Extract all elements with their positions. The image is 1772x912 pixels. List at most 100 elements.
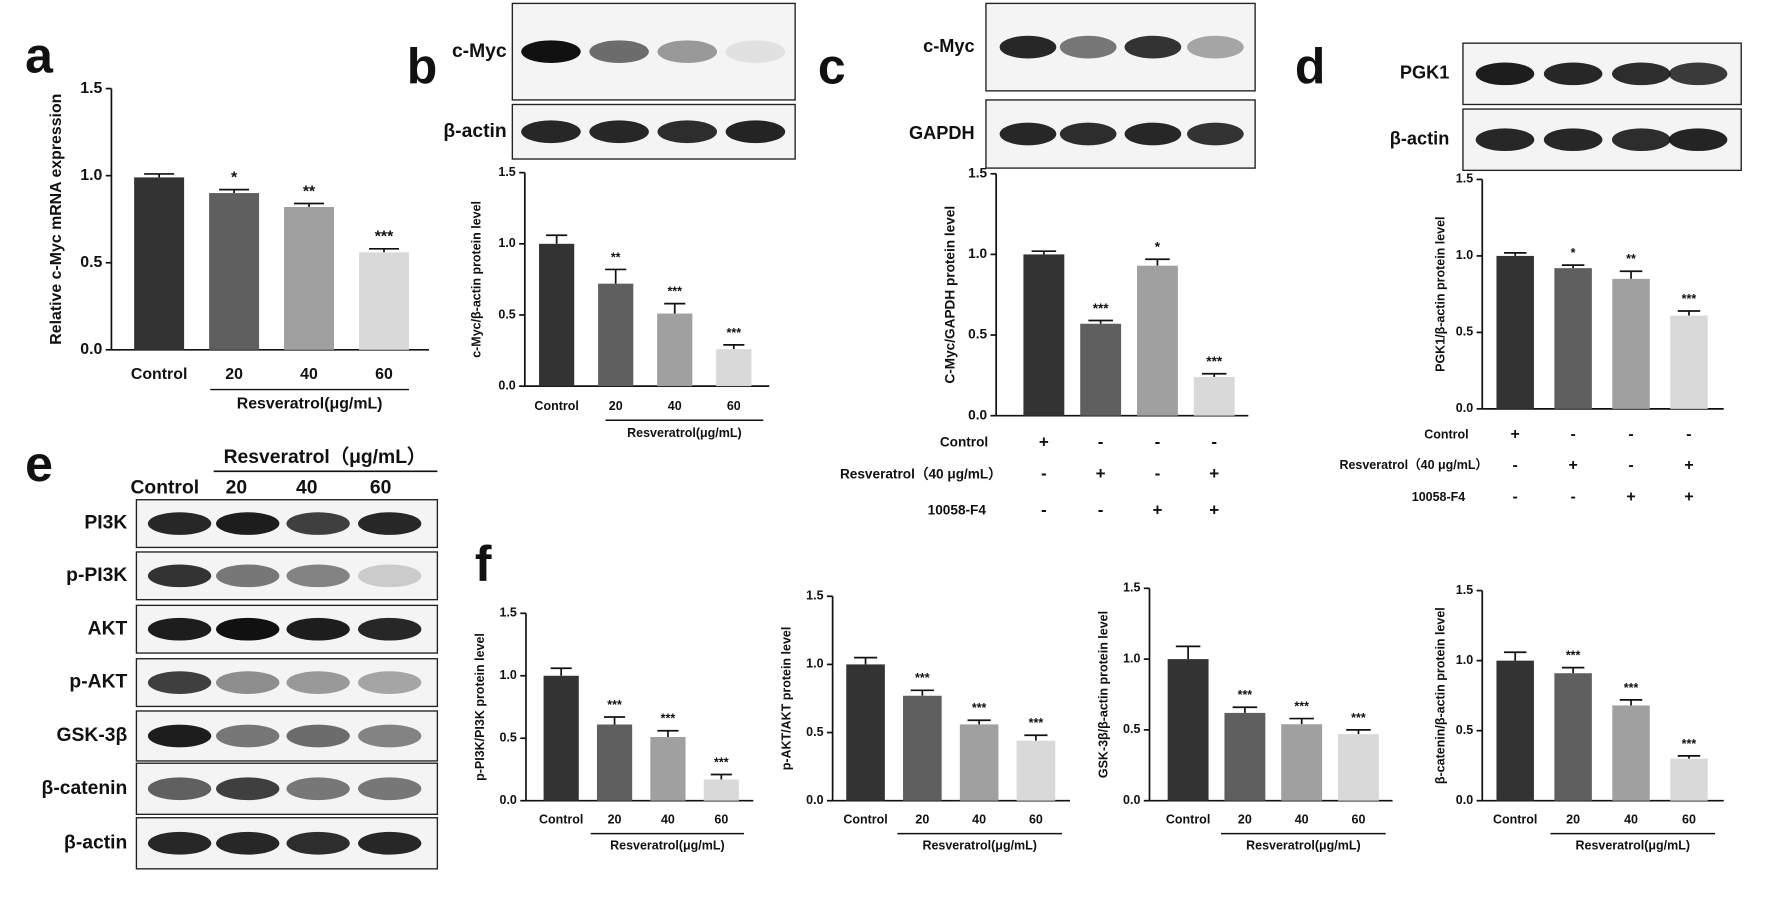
blot-row-label: c-Myc: [923, 36, 974, 56]
blot-band: [657, 120, 718, 144]
x-tick-label: Control: [534, 399, 578, 413]
bar: [1612, 278, 1650, 409]
y-axis-label: c-Myc/β-actin protein level: [469, 201, 483, 358]
y-tick-label: 0.5: [806, 725, 823, 739]
y-tick-label: 0.0: [968, 407, 987, 422]
blot-band: [216, 512, 280, 535]
blot-row-label: p-PI3K: [66, 565, 127, 586]
y-tick-label: 1.0: [968, 246, 987, 261]
y-tick-label: 1.5: [968, 165, 987, 180]
significance: ***: [1624, 681, 1639, 695]
significance: ***: [1351, 711, 1366, 725]
y-axis-label: p-AKT/AKT protein level: [779, 627, 793, 771]
bar: [209, 193, 260, 350]
y-tick-label: 0.5: [1456, 723, 1473, 737]
y-tick-label: 1.0: [806, 657, 823, 671]
bar: [1281, 724, 1323, 801]
blot-band: [216, 564, 280, 588]
bar: [1167, 659, 1209, 801]
significance: ***: [1682, 737, 1697, 751]
blot-row-label: GSK-3β: [57, 725, 128, 746]
blot-band: [1668, 128, 1728, 152]
y-tick-label: 1.5: [1456, 172, 1473, 186]
bar: [1554, 268, 1592, 409]
condition-mark: -: [1570, 489, 1575, 506]
bar: [650, 736, 686, 801]
lane-label: 20: [226, 477, 247, 498]
blot-row-label: GAPDH: [909, 123, 975, 143]
blot-band: [147, 671, 212, 694]
x-tick-label: 40: [661, 812, 675, 826]
significance: ***: [727, 326, 742, 340]
y-tick-label: 0.5: [1123, 722, 1140, 736]
condition-mark: -: [1211, 432, 1217, 451]
bar: [1193, 376, 1235, 416]
blot-row-label: β-actin: [1390, 128, 1450, 148]
x-axis-label: Resveratrol(μg/mL): [922, 838, 1036, 852]
x-tick-label: 40: [972, 812, 986, 826]
x-tick-label: Control: [1493, 812, 1537, 826]
panel-letter: d: [1295, 39, 1326, 95]
blot-band: [286, 724, 350, 748]
significance: **: [1626, 252, 1636, 266]
x-tick-label: 20: [225, 366, 243, 383]
blot-band: [216, 777, 280, 801]
blot-band: [1611, 128, 1671, 152]
significance: ***: [1294, 700, 1309, 714]
y-tick-label: 1.0: [80, 167, 102, 184]
blot-band: [1475, 62, 1535, 86]
condition-mark: +: [1626, 489, 1635, 506]
blot-row-label: PI3K: [84, 513, 127, 534]
y-tick-label: 1.5: [80, 80, 102, 97]
x-tick-label: 40: [668, 399, 682, 413]
blot-band: [1124, 122, 1182, 146]
y-tick-label: 0.5: [498, 307, 515, 321]
x-tick-label: 60: [1682, 812, 1696, 826]
bar: [1496, 660, 1534, 801]
blot-band: [999, 35, 1057, 59]
x-tick-label: 40: [1295, 812, 1309, 826]
bar: [284, 207, 335, 350]
x-axis-label: Resveratrol(μg/mL): [237, 396, 383, 413]
condition-label: Control: [940, 435, 988, 450]
blot-band: [216, 671, 280, 694]
y-tick-label: 0.0: [1456, 401, 1473, 415]
y-tick-label: 0.5: [500, 731, 517, 745]
blot-band: [358, 831, 422, 855]
y-tick-label: 0.0: [498, 378, 515, 392]
condition-mark: +: [1684, 457, 1693, 474]
blot-band: [358, 724, 422, 748]
blot-band: [286, 617, 350, 641]
condition-label: Resveratrol（40 μg/mL）: [1339, 457, 1487, 472]
condition-mark: +: [1511, 426, 1520, 443]
bar: [134, 177, 185, 350]
y-tick-label: 1.0: [500, 668, 517, 682]
blot-band: [286, 564, 350, 588]
panel-letter: e: [25, 436, 53, 492]
y-tick-label: 1.5: [806, 589, 823, 603]
x-tick-label: 60: [1029, 812, 1043, 826]
bar: [543, 675, 579, 801]
y-tick-label: 0.0: [806, 793, 823, 807]
panel-letter: b: [407, 39, 438, 95]
blot-band: [147, 617, 212, 641]
bar: [1670, 758, 1708, 801]
significance: ***: [972, 701, 987, 715]
lane-label: 40: [296, 477, 317, 498]
significance: ***: [1238, 688, 1253, 702]
blot-band: [1668, 62, 1728, 86]
bar: [1080, 323, 1122, 416]
y-tick-label: 0.0: [80, 341, 102, 358]
blot-band: [725, 120, 786, 144]
blot-band: [1187, 35, 1244, 59]
condition-mark: -: [1098, 432, 1104, 451]
x-tick-label: 40: [300, 366, 318, 383]
blot-band: [358, 617, 422, 641]
blot-row-label: AKT: [88, 618, 128, 639]
blot-band: [1543, 62, 1603, 86]
bar: [539, 243, 575, 387]
significance: ***: [667, 285, 682, 299]
bar: [1338, 734, 1379, 801]
y-tick-label: 0.5: [1456, 325, 1473, 339]
y-tick-label: 1.5: [1123, 581, 1140, 595]
